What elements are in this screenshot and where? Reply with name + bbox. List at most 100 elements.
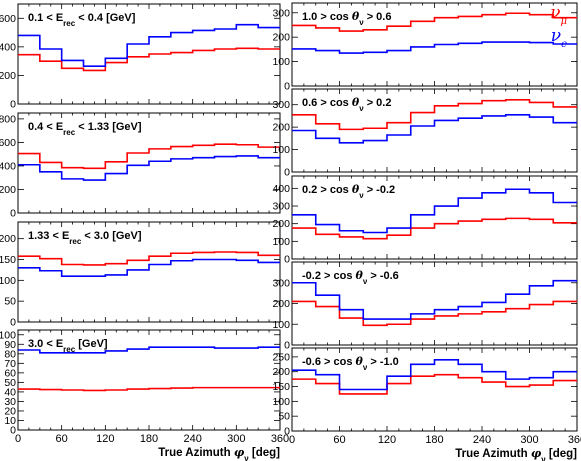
y-tick-label: 0 [284,81,290,93]
panel-title: 3.0 < Erec [GeV] [28,338,108,354]
series-nue-line [18,23,280,67]
y-tick-label: 30 [4,396,16,408]
series-nue-line [18,346,280,354]
y-tick-label: 200 [272,218,290,230]
panel-title: 0.4 < Erec < 1.33 [GeV] [28,121,142,137]
y-tick-label: 20 [4,405,16,417]
y-tick-label: 0 [284,340,290,352]
y-tick-label: 100 [0,275,16,287]
y-tick-label: 60 [4,367,16,379]
y-tick-label: 100 [0,329,16,341]
y-tick-label: 10 [4,415,16,427]
series-nue-line [18,258,280,277]
x-tick-label: 0 [289,434,295,446]
y-tick-label: 200 [0,70,16,82]
y-tick-label: 100 [272,144,290,156]
x-tick-label: 180 [140,433,158,445]
y-tick-label: 200 [0,184,16,196]
x-axis-title: True Azimuth φν [deg] [158,445,280,461]
y-tick-label: 150 [272,381,290,393]
series-nue-line [292,188,577,234]
y-tick-label: 400 [272,183,290,195]
y-tick-label: 0 [10,99,16,111]
y-tick-label: 600 [0,137,16,149]
series-numu-line [18,47,280,72]
x-tick-label: 240 [473,434,491,446]
y-tick-label: 300 [272,201,290,213]
x-tick-label: 300 [227,433,245,445]
y-tick-label: 0 [10,317,16,329]
series-nue-line [292,359,577,391]
y-tick-label: 50 [4,296,16,308]
panel-title: 0.6 > cos θν > 0.2 [302,96,391,113]
y-tick-label: 100 [272,396,290,408]
panel-title: -0.2 > cos θν > -0.6 [302,269,399,286]
series-numu-line [18,143,280,170]
y-tick-label: 100 [272,319,290,331]
x-tick-label: 180 [425,434,443,446]
y-tick-label: 40 [4,386,16,398]
series-numu-line [292,98,577,131]
x-tick-label: 60 [56,433,68,445]
y-tick-label: 100 [272,56,290,68]
y-tick-label: 150 [0,254,16,266]
y-tick-label: 200 [272,298,290,310]
y-tick-label: 250 [272,351,290,363]
x-tick-label: 360 [271,433,289,445]
y-tick-label: 200 [272,32,290,44]
series-nue-line [292,41,577,54]
panel-6: 0 100 200 300 0.6 > cos θν > 0.2 [272,88,578,179]
y-tick-label: 300 [272,277,290,289]
series-numu-line [18,251,280,266]
panel-1: 0 200 400 600 0.1 < Erec < 0.4 [GeV] [0,3,281,111]
x-axis-title: True Azimuth φν [deg] [455,446,577,461]
y-tick-label: 300 [272,7,290,19]
series-nue-line [292,279,577,320]
panel-title: 1.0 > cos θν > 0.6 [302,10,391,27]
y-tick-label: 200 [272,122,290,134]
legend-μ: νμ [550,3,567,27]
x-tick-label: 240 [183,433,201,445]
legend-e: νe [551,26,567,50]
y-tick-label: 0 [284,254,290,266]
y-tick-label: 50 [4,377,16,389]
series-numu-line [292,300,577,327]
panel-title: 0.1 < Erec < 0.4 [GeV] [28,12,136,28]
series-numu-line [292,373,577,395]
panel-9: 0 50 100 150 200 250 -0.6 > cos θν > -1.0 [272,347,578,438]
y-tick-label: 50 [278,411,290,423]
y-tick-label: 100 [272,236,290,248]
y-tick-label: 400 [0,41,16,53]
y-tick-label: 200 [0,233,16,245]
series-numu-line [292,217,577,240]
panel-title: -0.6 > cos θν > -1.0 [302,355,399,372]
x-tick-label: 300 [520,434,538,446]
series-nue-line [18,155,280,181]
y-tick-label: 0 [284,426,290,438]
panel-5: 0 100 200 300 1.0 > cos θν > 0.6 [272,2,578,93]
y-tick-label: 800 [0,113,16,125]
y-tick-label: 0 [284,167,290,179]
x-tick-label: 60 [333,434,345,446]
y-tick-label: 300 [272,99,290,111]
series-numu-line [292,12,577,32]
x-tick-label: 120 [378,434,396,446]
y-tick-label: 0 [10,425,16,437]
y-tick-label: 600 [0,13,16,25]
panel-title: 0.2 > cos θν > -0.2 [302,183,395,200]
y-tick-label: 400 [0,160,16,172]
y-tick-label: 70 [4,358,16,370]
panel-3: 0 50 100 150 200 1.33 < Erec < 3.0 [GeV] [0,221,281,329]
panel-2: 0 200 400 600 800 0.4 < Erec < 1.33 [GeV] [0,112,281,220]
panel-title: 1.33 < Erec < 3.0 [GeV] [28,230,142,246]
series-nue-line [292,114,577,144]
y-tick-label: 90 [4,339,16,351]
panel-7: 0 100 200 300 400 0.2 > cos θν > -0.2 [272,175,578,266]
x-tick-label: 120 [96,433,114,445]
y-tick-label: 200 [272,366,290,378]
